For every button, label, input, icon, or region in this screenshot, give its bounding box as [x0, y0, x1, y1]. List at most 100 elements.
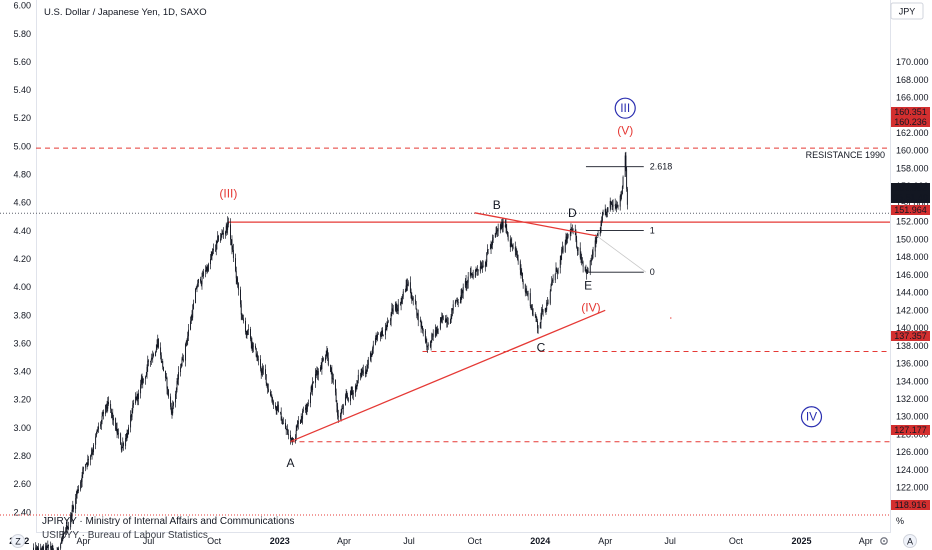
time-tick-label: 2024 [530, 536, 550, 546]
candle-body [295, 430, 297, 438]
wave-label: B [493, 198, 501, 212]
candle-body [232, 249, 234, 251]
candle-body [581, 258, 583, 263]
candle-body [405, 285, 407, 292]
candle-body [447, 322, 449, 324]
right-tick-label: 126.000 [896, 447, 929, 457]
left-tick-label: 2.80 [13, 451, 31, 461]
candle-body [535, 315, 537, 317]
candle-body [514, 247, 516, 251]
candle-body [170, 396, 172, 407]
candle-body [227, 221, 229, 230]
candle-body [596, 235, 598, 236]
candle-body [397, 304, 399, 312]
candle-body [195, 288, 197, 290]
candle-body [231, 239, 233, 250]
candle-body [67, 528, 69, 530]
candle-body [177, 379, 179, 382]
candle-body [447, 322, 448, 324]
candle-body [444, 319, 446, 323]
candle-body [342, 408, 344, 409]
candle-body [205, 270, 206, 272]
left-tick-label: 4.80 [13, 170, 31, 180]
right-tick-label: 144.000 [896, 288, 929, 298]
source-line-1: JPIRYY · Ministry of Internal Affairs an… [42, 516, 294, 527]
right-tick-label: 170.000 [896, 57, 929, 67]
candle-body [601, 215, 603, 221]
candle-body [68, 527, 69, 529]
right-price-axis[interactable]: 170.000168.000166.000164.000162.000160.0… [890, 0, 929, 532]
candle-body [170, 406, 172, 412]
price-tag-label: 118.916 [895, 500, 927, 510]
candle-body [161, 361, 163, 362]
candle-body [103, 411, 104, 414]
source-line-2: USIRYY · Bureau of Labour Statistics [42, 530, 208, 541]
candle-body [407, 282, 409, 286]
candle-body [140, 384, 142, 394]
wave-label: C [537, 341, 546, 355]
percent-scale-button[interactable]: % [896, 516, 904, 526]
candle-body [345, 394, 347, 398]
candle-body [307, 403, 309, 405]
candle-body [96, 429, 98, 434]
candle-body [256, 355, 258, 357]
candle-body [626, 168, 628, 189]
candle-body [315, 371, 317, 375]
candle-body [479, 266, 481, 272]
right-tick-label: 136.000 [896, 359, 929, 369]
candle-body [494, 233, 496, 238]
price-tag-box [891, 117, 930, 127]
candle-body [128, 427, 129, 435]
right-tick-label: 168.000 [896, 75, 929, 85]
candle-body [241, 314, 243, 316]
candle-body [466, 281, 468, 286]
candle-body [262, 368, 264, 370]
price-tag-box [891, 183, 930, 203]
candle-body [126, 433, 128, 439]
candle-body [519, 261, 521, 270]
settings-gear-icon[interactable] [880, 537, 888, 545]
candle-body [474, 271, 476, 278]
candle-body [501, 224, 503, 228]
wave-label: E [584, 279, 592, 293]
candle-body [521, 272, 523, 281]
candle-body [372, 344, 374, 349]
candle-body [160, 347, 162, 356]
candle-body [467, 281, 468, 283]
candle-body [245, 320, 246, 332]
candle-body [456, 299, 458, 301]
candle-body [186, 340, 188, 342]
left-scale-axis[interactable]: 6.00 5.80 5.60 5.40 5.20 5.00 4.80 4.60 4.40 4.20… [13, 0, 37, 532]
candle-body [601, 220, 603, 225]
candle-body [251, 343, 253, 350]
candle-body [602, 211, 604, 216]
candle-body [417, 313, 418, 316]
candle-body [297, 421, 299, 426]
candle-body [472, 274, 474, 278]
candle-body [371, 354, 373, 357]
candle-body [310, 393, 311, 404]
candle-body [614, 204, 616, 207]
candle-body [97, 429, 99, 430]
candle-body [334, 379, 336, 393]
candle-body [152, 354, 154, 356]
currency-button[interactable]: JPY [890, 2, 924, 20]
candle-body [236, 278, 238, 282]
candle-body [525, 291, 527, 292]
candle-body [63, 532, 64, 536]
candle-body [344, 397, 346, 406]
candle-body [480, 266, 482, 269]
candle-body [206, 267, 208, 271]
auto-scale-button[interactable]: A [903, 534, 917, 548]
candle-body [270, 391, 271, 396]
zoom-z-button[interactable]: Z [11, 534, 25, 548]
candle-body [619, 195, 621, 207]
candle-body [472, 274, 473, 275]
candle-body [312, 382, 314, 383]
candle-body [111, 412, 113, 414]
candle-body [549, 291, 551, 304]
candle-body [197, 279, 199, 284]
candle-body [152, 354, 154, 359]
candle-body [306, 407, 308, 410]
